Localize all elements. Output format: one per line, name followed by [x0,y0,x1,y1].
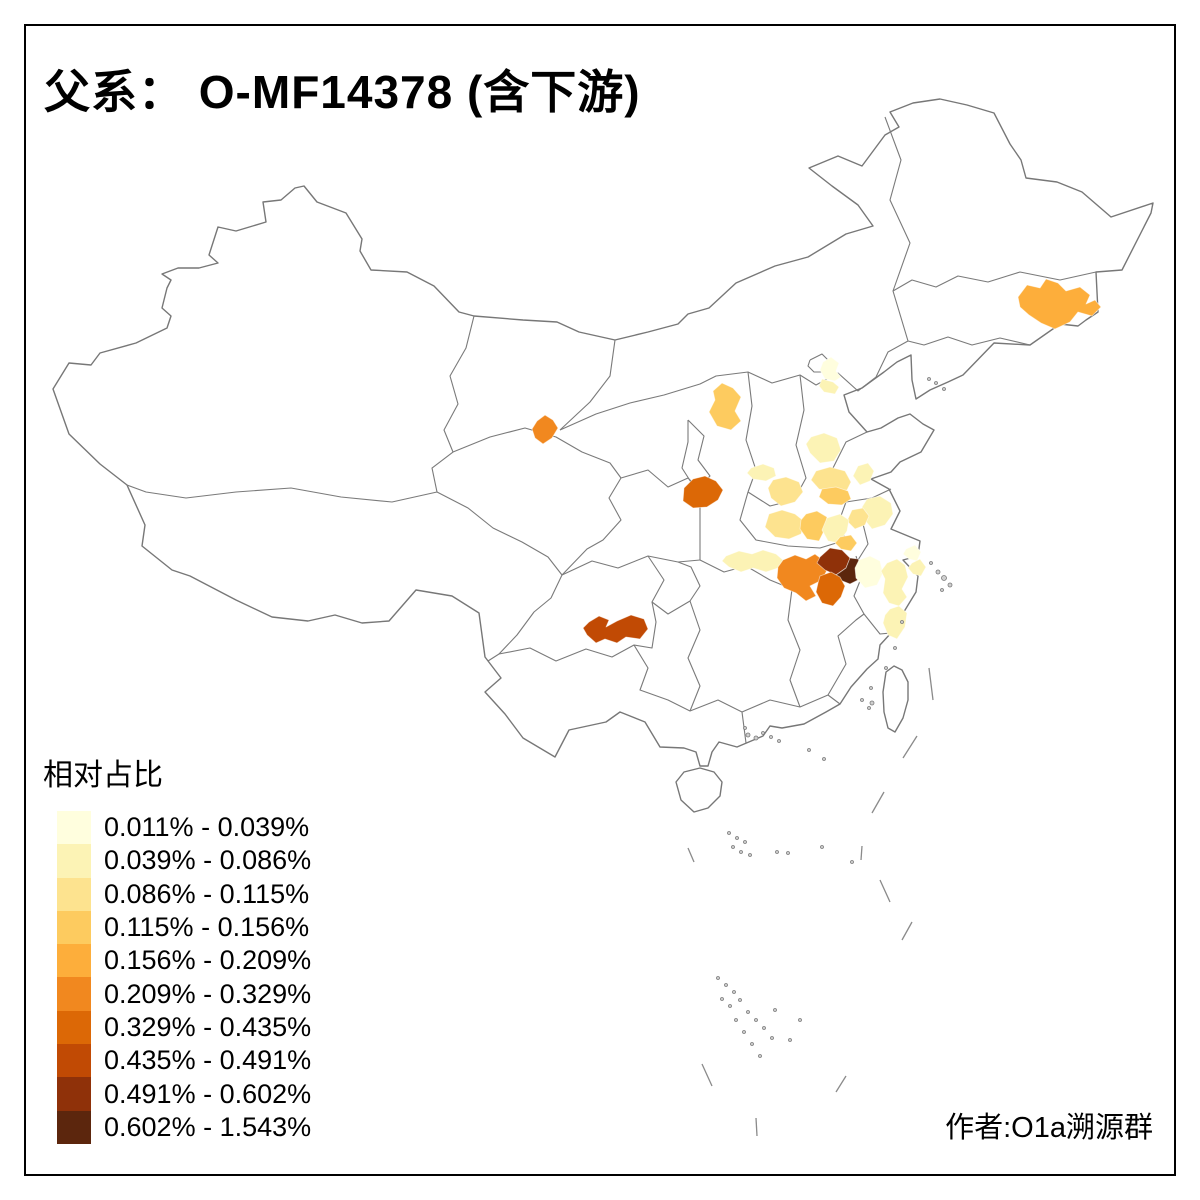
legend-row: 0.435% - 0.491% [57,1044,312,1078]
legend-label: 0.209% - 0.329% [104,978,312,1009]
legend-label: 0.329% - 0.435% [104,1011,312,1042]
legend-row: 0.086% - 0.115% [57,877,311,911]
legend-row: 0.329% - 0.435% [57,1010,312,1045]
legend-row: 0.039% - 0.086% [57,844,312,878]
region-tianjin-south [818,378,840,395]
nine-dash-line-segments [687,667,934,1137]
legend-rows: 0.011% - 0.039% 0.039% - 0.086% 0.086% -… [57,811,311,1144]
region-henan-west [746,463,777,482]
hainan-island [675,767,723,813]
region-hubei-east-band [776,553,829,602]
region-shaanxi-central [682,475,724,509]
region-zhejiang-west [854,555,884,589]
province-boundaries [126,116,1097,744]
legend-row: 0.011% - 0.039% [57,811,311,845]
legend-swatch [57,844,91,878]
legend-label: 0.115% - 0.156% [104,912,310,943]
legend-swatch [57,1010,91,1045]
legend-swatch [57,877,91,911]
plot-border-frame [24,24,1176,1176]
region-anhui-central [834,534,858,552]
island-specks [716,377,953,1058]
region-henan-central [767,476,804,507]
region-sichuan-south [582,614,649,644]
page-title: 父系： O-MF14378 (含下游) [44,66,641,118]
legend-label: 0.435% - 0.491% [104,1045,312,1076]
legend-swatch [57,1110,91,1144]
author-credit: 作者:O1a溯源群 [945,1112,1153,1144]
legend-label: 0.039% - 0.086% [104,845,312,876]
legend-row: 0.156% - 0.209% [57,944,312,978]
region-zhejiang-north [880,558,909,607]
legend-label: 0.491% - 0.602% [104,1078,312,1109]
legend-title: 相对占比 [43,759,163,792]
legend-swatch [57,944,91,978]
region-henan-south [764,509,806,540]
mainland-outline [52,98,1154,767]
region-shaanxi-north [708,382,742,431]
legend-row: 0.209% - 0.329% [57,977,312,1011]
legend-swatch [57,1044,91,1078]
region-henan-east-n [810,466,852,493]
legend-label: 0.011% - 0.039% [104,812,310,843]
region-zhejiang-ne-coast [907,558,927,577]
legend-row: 0.602% - 1.543% [57,1110,312,1144]
choropleth-regions [531,278,1102,644]
legend-label: 0.156% - 0.209% [104,945,312,976]
legend: 相对占比 0.011% - 0.039% 0.039% - 0.086% 0.0… [43,750,311,1144]
region-anhui-north [799,510,828,542]
region-tianjin-north [819,356,842,382]
legend-swatch [57,910,91,945]
region-jiangxi-ne [815,571,846,607]
taiwan-island [882,665,909,733]
region-zhejiang-south [882,605,908,640]
legend-label: 0.602% - 1.543% [104,1111,312,1142]
region-qinghai-east [531,414,559,445]
legend-row: 0.115% - 0.156% [57,910,311,945]
legend-label: 0.086% - 0.115% [104,878,310,909]
region-shandong-sw [852,462,875,486]
legend-swatch [57,1077,91,1111]
legend-row: 0.491% - 0.602% [57,1077,312,1111]
legend-swatch [57,811,91,845]
region-jilin-east [1017,278,1102,330]
legend-swatch [57,977,91,1011]
region-hebei-henan-border [805,432,842,464]
region-henan-east-s [818,486,852,506]
